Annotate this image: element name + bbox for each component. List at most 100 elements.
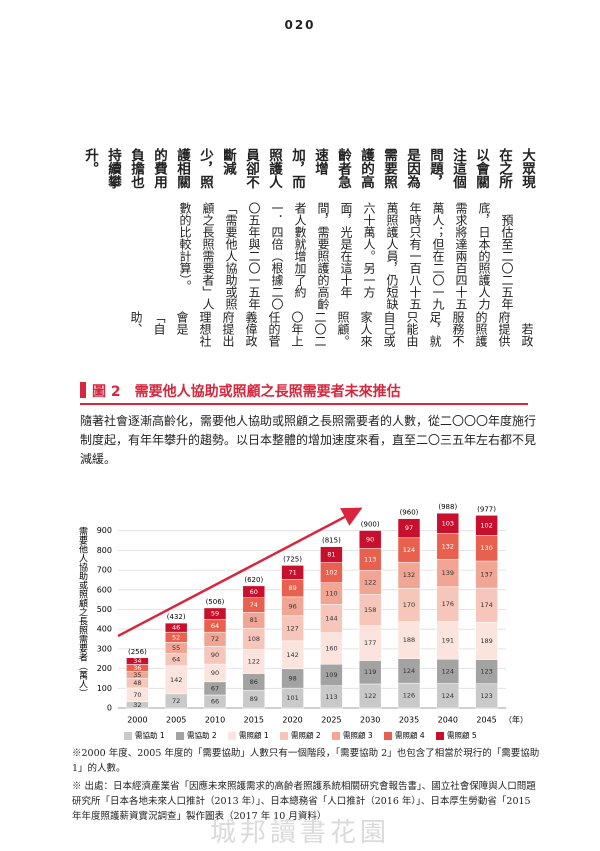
segment-label: 72 xyxy=(211,635,219,643)
segment-label: 67 xyxy=(211,684,219,692)
title-mark xyxy=(80,382,86,398)
figure-title-text: 需要他人協助或照顧之長照需要者未來推估 xyxy=(134,384,401,400)
segment-label: 32 xyxy=(133,701,141,709)
segment-label: 81 xyxy=(250,616,258,624)
segment-label: 122 xyxy=(248,658,260,666)
caption: 隨著社會逐漸高齡化，需要他人協助或照顧之長照需要者的人數，從二〇〇〇年度施行制度… xyxy=(80,414,537,466)
figure-label: 圖 2 xyxy=(92,384,121,400)
segment-label: 96 xyxy=(288,602,296,610)
legend-label: 需照顧 5 xyxy=(447,730,477,740)
bar-segment xyxy=(126,657,149,665)
legend-label: 需照顧 4 xyxy=(395,730,425,740)
legend-label: 需協助 2 xyxy=(187,730,217,740)
segment-label: 124 xyxy=(403,546,415,554)
segment-label: 132 xyxy=(403,571,415,579)
segment-label: 60 xyxy=(250,588,258,596)
legend-swatch xyxy=(332,732,340,740)
segment-label: 142 xyxy=(170,676,182,684)
segment-label: 123 xyxy=(480,692,492,700)
bar-segment xyxy=(281,565,304,580)
segment-label: 64 xyxy=(211,622,219,630)
segment-label: 70 xyxy=(133,691,141,699)
total-label: (960) xyxy=(400,509,419,517)
x-tick-label: 2000 xyxy=(127,716,147,725)
y-tick-label: 100 xyxy=(97,684,112,693)
segment-label: 97 xyxy=(405,524,413,532)
body-text: 大眾現在之所以會關注這個問題，是因為需要照護的高齡者急速增加，而照護人員卻不斷減… xyxy=(78,148,538,354)
total-label: (432) xyxy=(167,613,186,621)
x-tick-label: 2015 xyxy=(244,716,264,725)
segment-label: 35 xyxy=(133,671,141,679)
total-label: (977) xyxy=(477,505,496,513)
bar-segment xyxy=(320,546,343,563)
legend-label: 需協助 1 xyxy=(135,730,165,740)
paragraph: 預估至二〇二五年底，日本的照護人力需求將達兩百四十五萬人；但在二〇一九年時只有一… xyxy=(178,201,514,310)
segment-label: 130 xyxy=(480,544,492,552)
segment-label: 101 xyxy=(286,694,298,702)
total-label: (815) xyxy=(322,537,341,545)
trend-arrow xyxy=(117,507,363,638)
y-axis-label: 需要他人協助或照顧之長照需要者（萬人） xyxy=(77,526,88,697)
bar-segment xyxy=(397,518,421,539)
legend-swatch xyxy=(228,732,236,740)
segment-label: 102 xyxy=(480,521,492,529)
segment-label: 124 xyxy=(442,667,454,675)
segment-label: 59 xyxy=(211,610,219,618)
total-label: (725) xyxy=(283,555,302,563)
y-tick-label: 600 xyxy=(97,585,112,594)
bar-segment xyxy=(164,622,188,633)
segment-label: 72 xyxy=(172,697,180,705)
x-tick-label: 2020 xyxy=(282,716,302,725)
segment-label: 124 xyxy=(403,667,415,675)
x-tick-label: 2030 xyxy=(360,716,380,725)
segment-label: 90 xyxy=(211,651,219,659)
segment-label: 90 xyxy=(211,669,219,677)
figure-title: 圖 2 需要他人協助或照顧之長照需要者未來推估 xyxy=(80,381,528,405)
legend-swatch xyxy=(124,732,132,740)
lead: 大眾現在之所以會關注這個問題，是因為需要照護的高齡者急速增加，而照護人員卻不斷減… xyxy=(82,148,535,189)
segment-label: 71 xyxy=(288,568,296,576)
segment-label: 66 xyxy=(211,697,219,705)
segment-label: 110 xyxy=(325,590,337,598)
y-tick-label: 500 xyxy=(97,605,112,614)
segment-label: 119 xyxy=(364,668,376,676)
segment-label: 177 xyxy=(364,639,376,647)
segment-label: 52 xyxy=(172,633,180,641)
y-tick-label: 800 xyxy=(97,546,112,555)
segment-label: 108 xyxy=(248,635,260,643)
segment-label: 90 xyxy=(366,535,374,543)
legend-swatch xyxy=(436,732,444,740)
legend-label: 需照顧 2 xyxy=(291,730,321,740)
x-tick-label: 2025 xyxy=(321,716,341,725)
x-tick-label: 2035 xyxy=(399,716,419,725)
segment-label: 189 xyxy=(480,637,492,645)
x-axis-label: （年） xyxy=(504,715,528,725)
x-tick-label: 2040 xyxy=(438,716,458,725)
segment-label: 64 xyxy=(172,656,180,664)
bar-segment xyxy=(358,530,382,549)
bar-segment xyxy=(475,515,498,536)
segment-label: 103 xyxy=(442,519,454,527)
segment-label: 113 xyxy=(325,693,337,701)
y-tick-label: 300 xyxy=(97,644,112,653)
note: ※2000 年度、2005 年度的「需要協助」人數只有一個階段，「需要協助 2」… xyxy=(72,748,540,774)
segment-label: 137 xyxy=(480,571,492,579)
total-label: (506) xyxy=(206,598,225,606)
legend-swatch xyxy=(176,732,184,740)
legend-swatch xyxy=(280,732,288,740)
x-tick-label: 2005 xyxy=(166,716,186,725)
total-label: (900) xyxy=(361,521,380,529)
segment-label: 36 xyxy=(133,664,141,672)
segment-label: 102 xyxy=(325,569,337,577)
x-tick-label: 2045 xyxy=(476,716,496,725)
segment-label: 124 xyxy=(442,692,454,700)
bar-segment xyxy=(203,607,227,620)
segment-label: 86 xyxy=(250,678,258,686)
segment-label: 98 xyxy=(288,674,296,682)
total-label: (620) xyxy=(244,576,263,584)
segment-label: 81 xyxy=(327,551,335,559)
segment-label: 191 xyxy=(442,636,454,644)
segment-label: 48 xyxy=(133,679,141,687)
segment-label: 139 xyxy=(442,569,454,577)
